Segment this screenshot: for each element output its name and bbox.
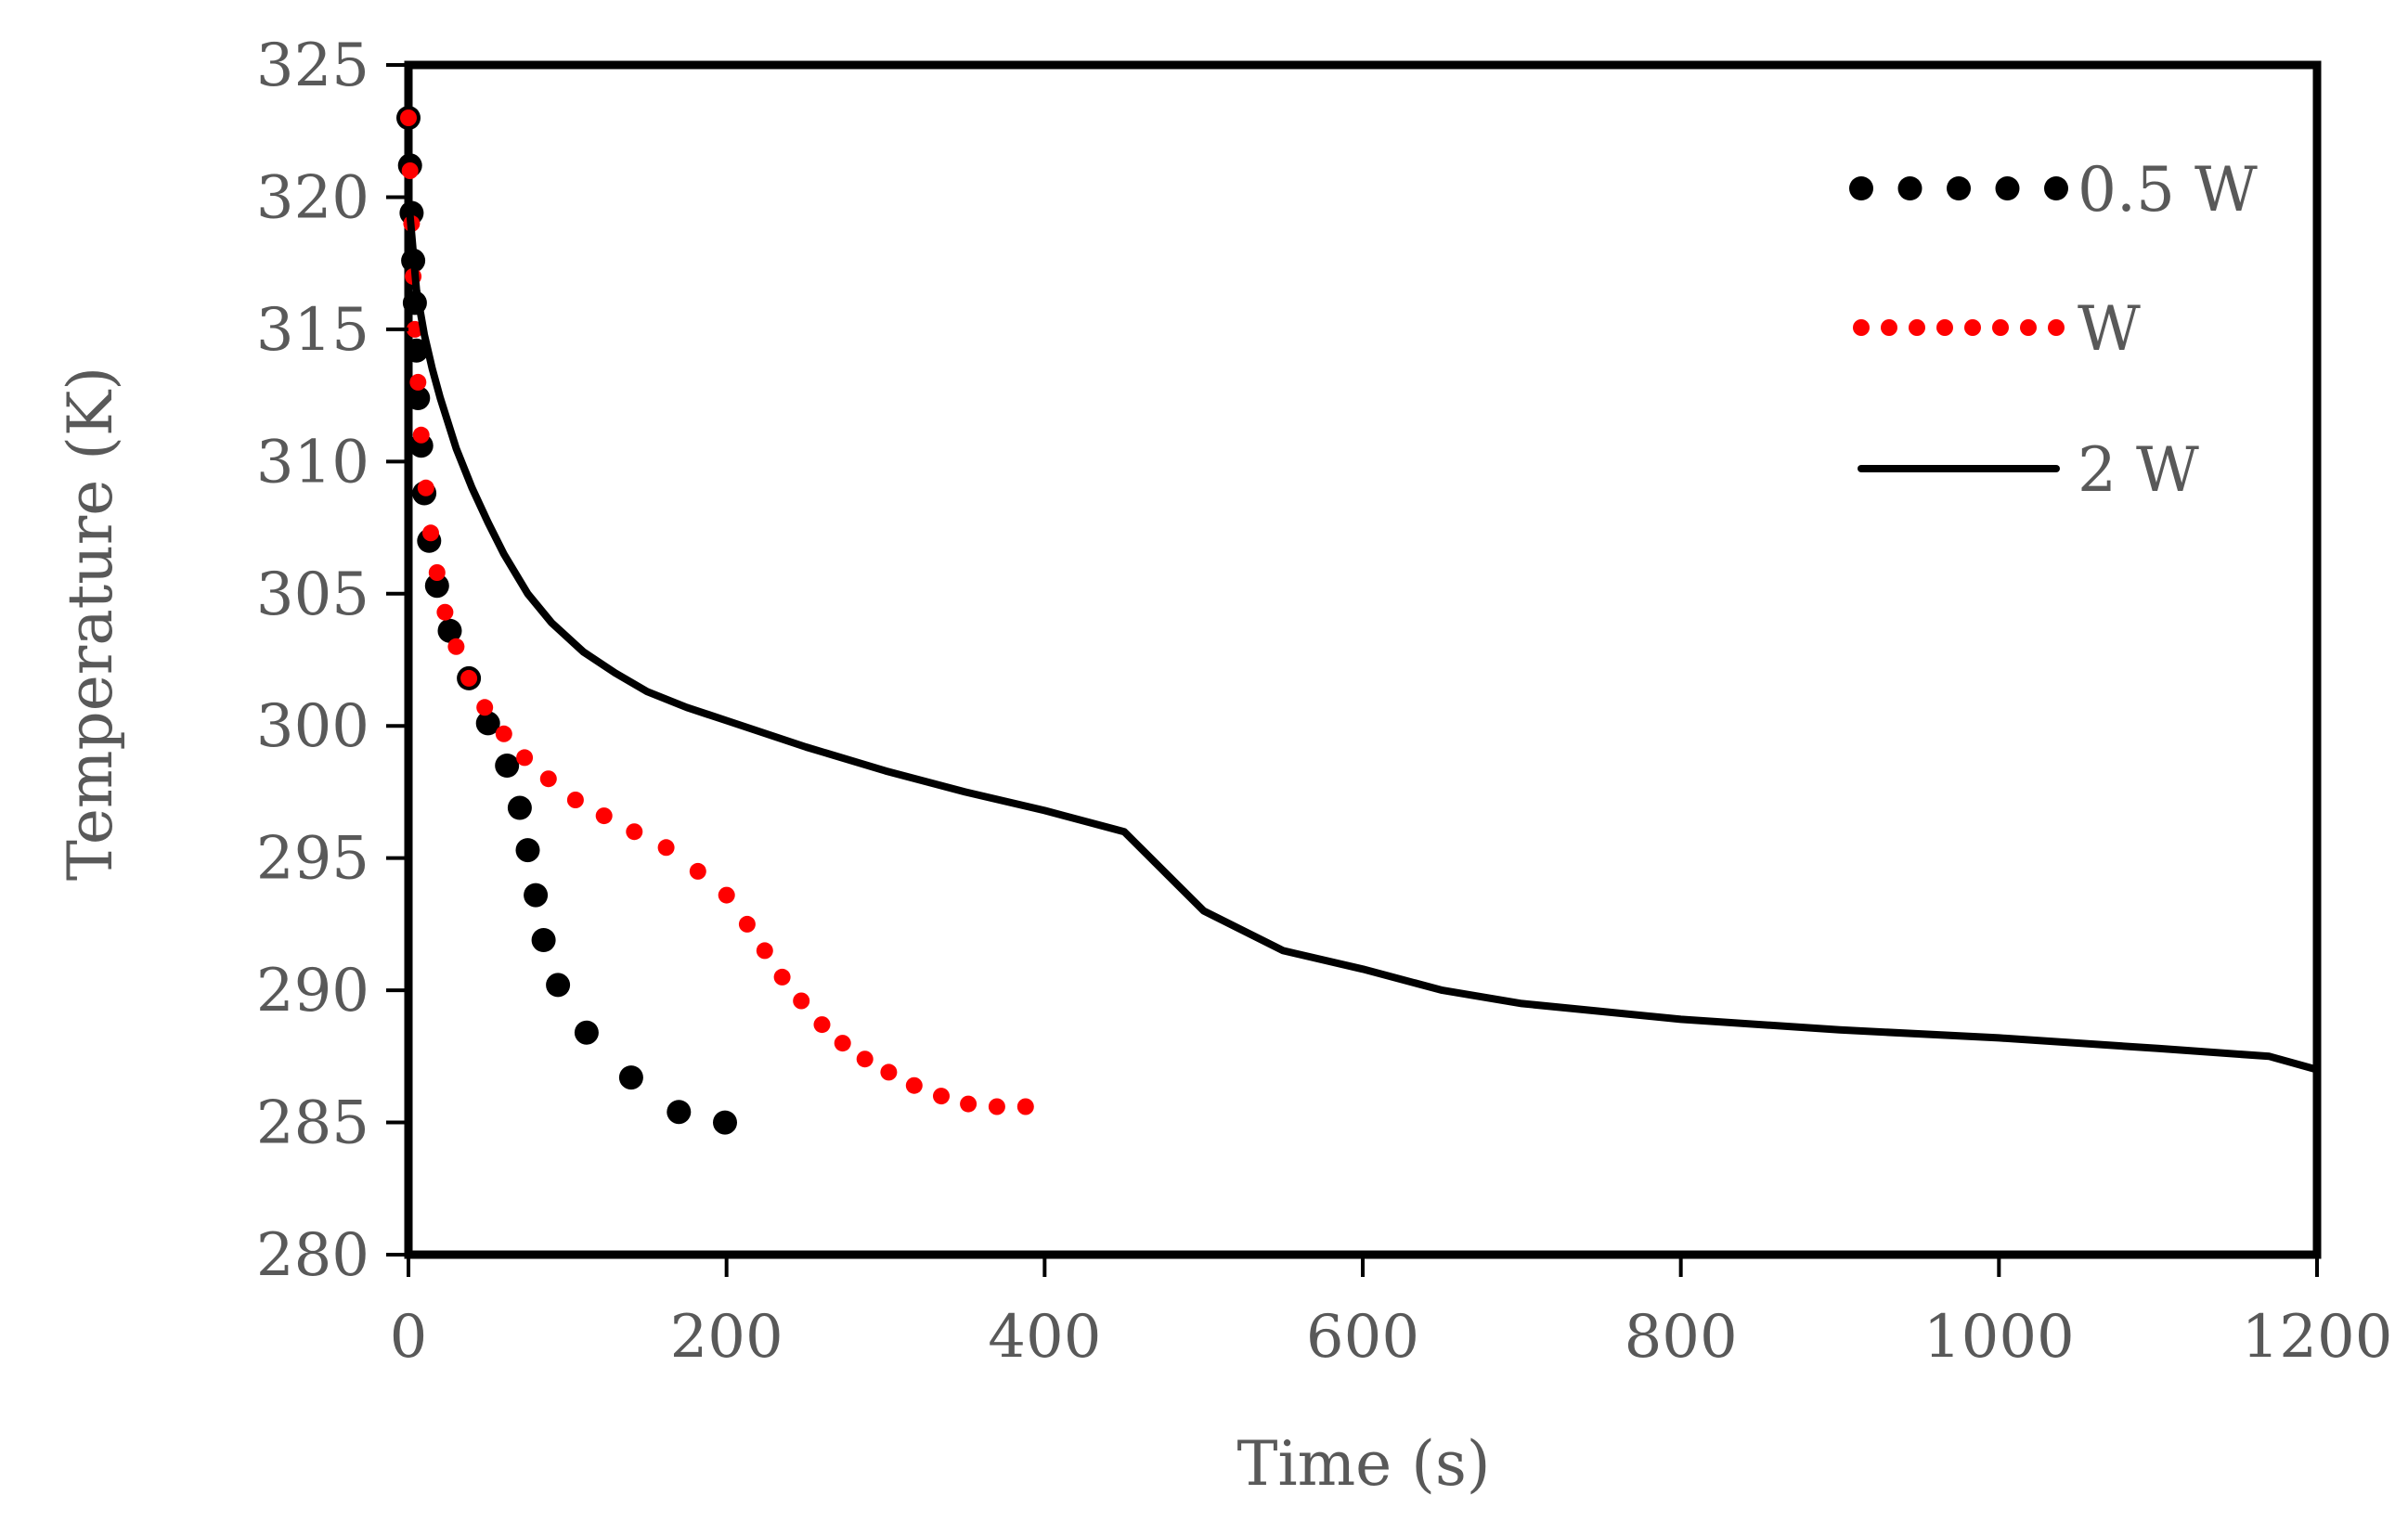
x-tick-label: 600 [1306, 1303, 1419, 1372]
y-axis-title: Temperature (K) [55, 367, 126, 881]
legend-swatch-dot [1909, 319, 1925, 336]
data-point [834, 1035, 851, 1052]
data-point [447, 638, 465, 655]
data-point [756, 942, 773, 960]
data-point [412, 426, 430, 444]
legend: 0.5 W W 2 W [1849, 154, 2258, 506]
data-point [422, 524, 439, 542]
legend-label: 0.5 W [2078, 154, 2258, 226]
data-point [988, 1098, 1005, 1115]
data-point [595, 807, 613, 825]
data-point [626, 823, 643, 841]
data-point [793, 992, 810, 1010]
series-layer [396, 106, 2321, 1135]
plot-frame [404, 60, 2322, 1259]
x-tick-label: 400 [988, 1303, 1101, 1372]
data-point [400, 110, 417, 126]
data-point [880, 1063, 898, 1081]
legend-swatch-dot [2044, 176, 2068, 200]
y-tick-label: 290 [256, 957, 369, 1025]
data-point [856, 1051, 874, 1068]
legend-swatch-dot [1936, 319, 1953, 336]
y-tick-label: 310 [256, 428, 369, 496]
plot-border [404, 60, 2322, 1259]
data-point [738, 915, 756, 933]
legend-swatch-dot [1849, 176, 1873, 200]
x-tick-label: 0 [390, 1303, 428, 1372]
data-point [436, 603, 454, 621]
x-tick-label: 1000 [1923, 1303, 2075, 1372]
legend-swatch-dot [1897, 176, 1923, 200]
data-point [475, 711, 500, 736]
data-point [618, 1065, 643, 1090]
data-point [933, 1088, 950, 1105]
legend-item: W [1853, 293, 2141, 365]
legend-swatch-dot [1995, 176, 2020, 200]
legend-swatch-dot [1853, 319, 1870, 336]
data-point [1016, 1098, 1034, 1115]
data-point [401, 162, 419, 179]
data-point [546, 973, 571, 998]
y-tick-label: 325 [256, 32, 369, 100]
legend-label: 2 W [2078, 434, 2199, 506]
legend-swatch-dot [1964, 319, 1981, 336]
data-point [417, 479, 434, 496]
data-point [515, 838, 540, 863]
data-point [905, 1076, 923, 1094]
series-w [400, 110, 1034, 1115]
y-tick-label: 300 [256, 692, 369, 761]
data-point [718, 886, 735, 904]
data-point [524, 883, 549, 908]
data-point [713, 1110, 737, 1135]
y-tick-label: 285 [256, 1089, 369, 1158]
data-point [428, 564, 446, 581]
data-point [960, 1095, 977, 1113]
legend-item: 2 W [1858, 434, 2199, 506]
data-point [657, 839, 675, 857]
data-point [574, 1020, 599, 1045]
legend-swatch-dot [1881, 319, 1897, 336]
data-point [689, 862, 706, 880]
series-2-w [405, 193, 2321, 1074]
x-axis-ticks: 0 200 400 600 800 1000 1200 [390, 1255, 2393, 1372]
y-tick-label: 320 [256, 163, 369, 232]
y-tick-label: 305 [256, 561, 369, 629]
x-tick-label: 1200 [2242, 1303, 2393, 1372]
data-point [424, 574, 449, 599]
data-point [667, 1100, 692, 1125]
y-tick-label: 315 [256, 296, 369, 365]
data-point [516, 749, 534, 767]
y-tick-label: 295 [256, 825, 369, 894]
x-axis-title: Time (s) [1236, 1428, 1490, 1500]
legend-swatch-dot [2020, 319, 2037, 336]
data-point [406, 386, 431, 410]
y-axis-ticks: 280 285 290 295 300 305 310 315 320 325 [256, 32, 408, 1290]
data-point [409, 373, 427, 391]
legend-swatch-dot [1947, 176, 1971, 200]
data-point [813, 1016, 831, 1034]
x-tick-label: 200 [670, 1303, 783, 1372]
data-point [495, 725, 512, 742]
data-point [495, 754, 520, 778]
data-point [531, 928, 556, 952]
data-point [539, 770, 557, 788]
legend-label: W [2078, 293, 2141, 365]
x-tick-label: 800 [1625, 1303, 1738, 1372]
data-point [460, 669, 478, 687]
data-point [507, 795, 532, 820]
data-point [404, 338, 429, 363]
legend-swatch-dot [1992, 319, 2009, 336]
data-point [437, 618, 462, 643]
legend-swatch-dot [2048, 319, 2065, 336]
data-point [566, 792, 584, 808]
y-tick-label: 280 [256, 1221, 369, 1290]
data-point [476, 699, 494, 716]
legend-item: 0.5 W [1849, 154, 2258, 226]
series-line [405, 193, 2321, 1074]
data-point [773, 968, 791, 986]
